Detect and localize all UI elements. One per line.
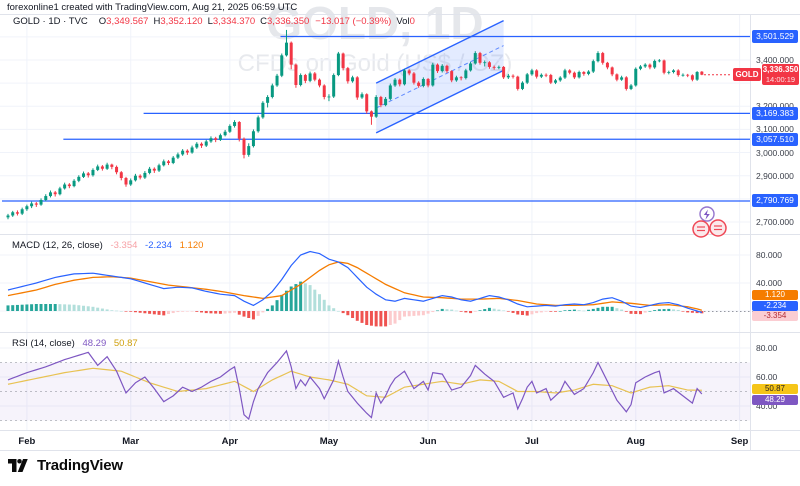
time-axis-month-label: Sep	[730, 436, 749, 447]
high-label: H	[153, 16, 161, 27]
rsi-ma-value: 50.87	[113, 338, 138, 349]
price-level-label: 3,057.510	[752, 132, 798, 146]
last-price-symbol-tag: GOLD	[733, 68, 761, 81]
macd-line-tag: -2.234	[752, 300, 798, 311]
time-axis-month-label: Aug	[626, 436, 645, 447]
close-label: C	[260, 16, 268, 27]
rsi-line-tag: 48.29	[752, 395, 798, 405]
low-value: 3,334.370	[212, 16, 256, 27]
price-axis-tick: 2,900.000	[756, 170, 794, 181]
symbol-legend: GOLD · 1D · TVC O3,349.567 H3,352.120 L3,33…	[13, 16, 415, 27]
change-value: −13.017 (−0.39%)	[315, 16, 392, 27]
time-axis-month-label: May	[319, 436, 339, 447]
bar-countdown: 14:00:19	[765, 75, 796, 84]
time-axis-month-label: Jun	[419, 436, 437, 447]
macd-axis-tick: 80.000	[756, 250, 782, 260]
price-level-label: 3,501.529	[752, 30, 798, 43]
high-value: 3,352.120	[160, 16, 203, 27]
macd-axis-tick: 40.000	[756, 278, 782, 288]
open-value: 3,349.567	[106, 16, 149, 27]
macd-title[interactable]: MACD (12, 26, close)	[12, 240, 103, 251]
price-axis-tick: 2,700.000	[756, 216, 794, 227]
time-axis-month-label: Mar	[122, 436, 140, 447]
rsi-axis-tick: 60.00	[756, 372, 778, 382]
price-axis-tick: 3,200.000	[756, 101, 794, 111]
rsi-pane-legend: RSI (14, close) 48.29 50.87	[12, 338, 138, 349]
open-label: O	[98, 16, 107, 27]
red-sticker-icon-1[interactable]	[692, 220, 710, 238]
price-axis-tick: 3,000.000	[756, 147, 794, 158]
red-sticker-icon-2[interactable]	[709, 219, 727, 237]
macd-line-value: -2.234	[145, 240, 172, 251]
price-level-label: 3,169.383	[752, 106, 798, 120]
rsi-axis-tick: 80.00	[756, 343, 778, 353]
macd-pane-legend: MACD (12, 26, close) -3.354 -2.234 1.120	[12, 240, 203, 251]
time-axis-month-label: Apr	[221, 436, 239, 447]
volume-label: Vol	[396, 16, 410, 27]
time-axis-month-label: Feb	[18, 436, 36, 447]
macd-hist-value: -3.354	[110, 240, 138, 251]
price-level-label: 2,790.769	[752, 194, 798, 208]
macd-signal-value: 1.120	[179, 240, 204, 251]
volume-value: 0	[409, 16, 415, 27]
rsi-ma-tag: 50.87	[752, 384, 798, 394]
close-value: 3,336.350	[267, 16, 310, 27]
flash-icon[interactable]	[699, 206, 715, 222]
last-price-label: 3,336.350 14:00:19	[762, 64, 799, 85]
tradingview-logo-icon	[8, 459, 28, 472]
legend-symbol-title[interactable]: GOLD · 1D · TVC	[13, 16, 88, 27]
macd-signal-tag: 1.120	[752, 290, 798, 300]
rsi-title[interactable]: RSI (14, close)	[12, 338, 75, 349]
rsi-line-value: 48.29	[82, 338, 107, 349]
tradingview-logo[interactable]: TradingView	[8, 457, 123, 474]
last-price-value: 3,336.350	[762, 65, 799, 74]
macd-hist-tag: -3.354	[752, 311, 798, 321]
attribution-text: forexonline1 created with TradingView.co…	[7, 2, 298, 13]
low-label: L	[207, 16, 213, 27]
time-axis-month-label: Jul	[525, 436, 539, 447]
price-axis-tick: 3,100.000	[756, 124, 794, 135]
rsi-axis-tick: 40.00	[756, 401, 778, 411]
tradingview-logo-text: TradingView	[37, 457, 123, 474]
price-axis-tick: 3,400.000	[756, 55, 794, 65]
